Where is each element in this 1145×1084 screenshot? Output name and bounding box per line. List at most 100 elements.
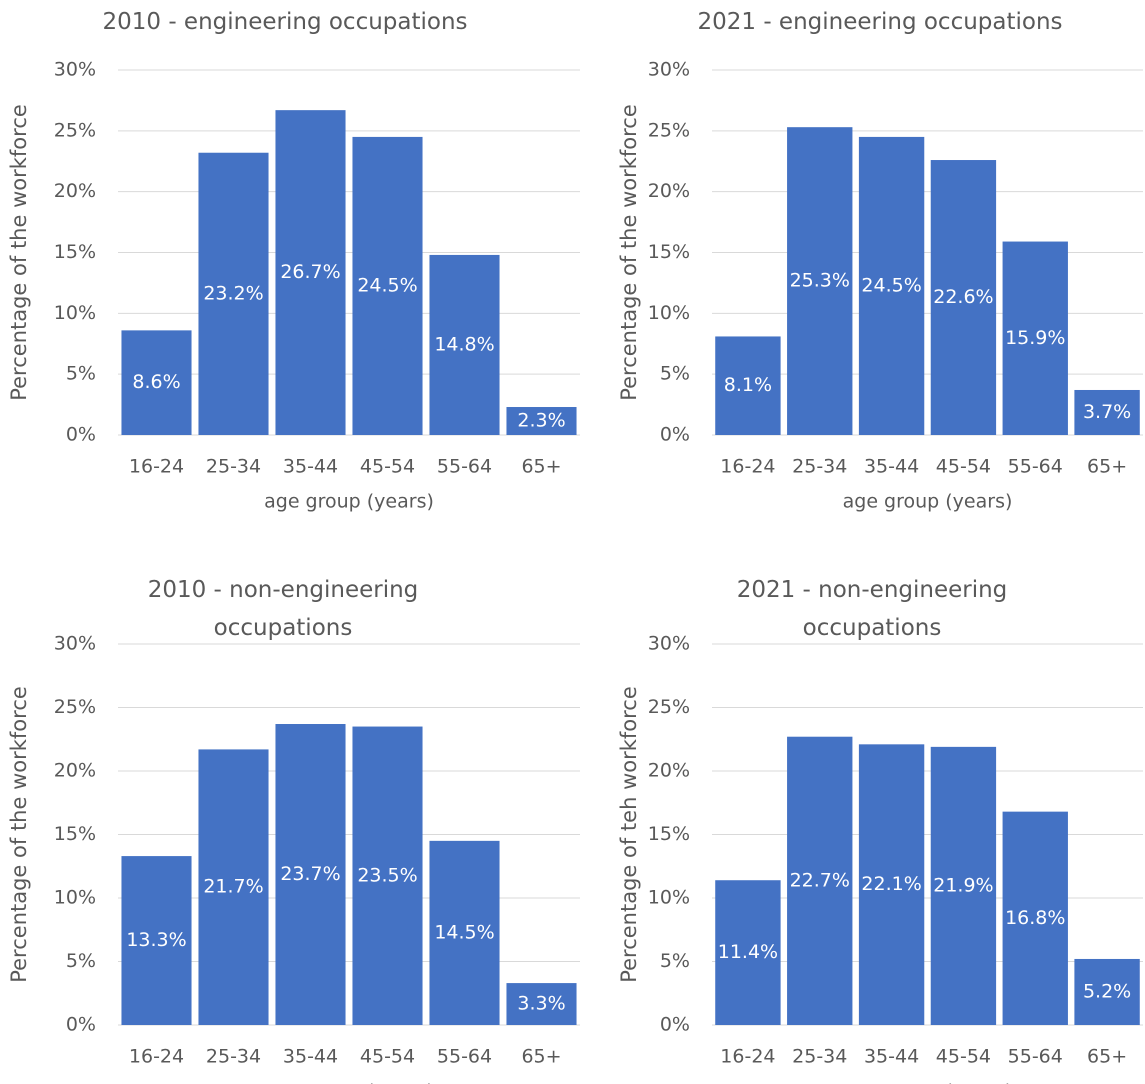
x-tick-label: 35-44 bbox=[283, 1046, 338, 1068]
bar bbox=[506, 983, 577, 1025]
chart-title: 2021 - non-engineering occupations bbox=[736, 577, 1008, 641]
y-tick-label: 10% bbox=[54, 887, 96, 909]
bar bbox=[429, 840, 500, 1025]
x-tick-label: 45-54 bbox=[360, 456, 415, 478]
bar bbox=[1074, 389, 1140, 435]
y-axis-title: Percentage of the workforce bbox=[617, 104, 641, 401]
x-axis-title: age group (years) bbox=[843, 491, 1013, 513]
y-axis-title: Percentage of the workforce bbox=[7, 686, 31, 983]
x-tick-label: 55-64 bbox=[437, 1046, 492, 1068]
y-tick-label: 25% bbox=[648, 696, 690, 718]
data-label: 26.7% bbox=[280, 261, 340, 283]
x-tick-label: 25-34 bbox=[206, 1046, 261, 1068]
bar bbox=[429, 254, 500, 435]
data-label: 15.9% bbox=[1005, 327, 1065, 349]
data-label: 22.1% bbox=[861, 873, 921, 895]
data-label: 25.3% bbox=[790, 270, 850, 292]
y-tick-label: 20% bbox=[648, 180, 690, 202]
y-tick-label: 20% bbox=[54, 180, 96, 202]
data-label: 2.3% bbox=[517, 410, 565, 432]
x-tick-label: 65+ bbox=[1087, 456, 1127, 478]
x-tick-label: 35-44 bbox=[864, 456, 919, 478]
bar bbox=[198, 749, 269, 1025]
x-axis-title: age group (years) bbox=[264, 1081, 434, 1084]
y-tick-label: 5% bbox=[66, 363, 96, 385]
y-tick-label: 30% bbox=[54, 633, 96, 655]
y-tick-label: 10% bbox=[54, 302, 96, 324]
bar bbox=[715, 880, 781, 1025]
x-tick-label: 55-64 bbox=[437, 456, 492, 478]
y-tick-label: 25% bbox=[54, 119, 96, 141]
x-tick-label: 65+ bbox=[1087, 1046, 1127, 1068]
y-tick-label: 15% bbox=[54, 241, 96, 263]
bar bbox=[858, 744, 925, 1025]
x-tick-label: 16-24 bbox=[129, 1046, 184, 1068]
bar bbox=[352, 726, 423, 1025]
bar bbox=[121, 856, 192, 1025]
data-label: 13.3% bbox=[126, 929, 186, 951]
data-label: 16.8% bbox=[1005, 907, 1065, 929]
x-tick-label: 35-44 bbox=[283, 456, 338, 478]
x-axis-title: age group (years) bbox=[264, 491, 434, 513]
x-tick-label: 55-64 bbox=[1008, 1046, 1063, 1068]
y-axis-title: Percentage of the workforce bbox=[7, 104, 31, 401]
x-tick-label: 25-34 bbox=[792, 456, 847, 478]
y-axis-title: Percentage of teh workforce bbox=[617, 686, 641, 983]
y-tick-label: 30% bbox=[54, 59, 96, 81]
bar bbox=[787, 127, 853, 435]
bar bbox=[715, 336, 781, 435]
y-tick-label: 5% bbox=[66, 950, 96, 972]
data-label: 3.3% bbox=[517, 993, 565, 1015]
data-label: 14.8% bbox=[434, 333, 494, 355]
y-tick-label: 30% bbox=[648, 59, 690, 81]
y-tick-label: 5% bbox=[660, 363, 690, 385]
y-tick-label: 25% bbox=[54, 696, 96, 718]
x-tick-label: 16-24 bbox=[720, 456, 775, 478]
bar bbox=[1074, 958, 1140, 1025]
bar bbox=[352, 136, 423, 435]
x-tick-label: 65+ bbox=[521, 1046, 561, 1068]
x-tick-label: 55-64 bbox=[1008, 456, 1063, 478]
y-tick-label: 15% bbox=[648, 823, 690, 845]
data-label: 8.1% bbox=[724, 374, 772, 396]
y-tick-label: 0% bbox=[66, 1014, 96, 1036]
y-tick-label: 10% bbox=[648, 302, 690, 324]
data-label: 5.2% bbox=[1083, 980, 1131, 1002]
y-tick-label: 15% bbox=[648, 241, 690, 263]
data-label: 3.7% bbox=[1083, 401, 1131, 423]
data-label: 21.9% bbox=[933, 874, 993, 896]
x-tick-label: 16-24 bbox=[129, 456, 184, 478]
data-label: 24.5% bbox=[861, 274, 921, 296]
bar bbox=[275, 724, 346, 1025]
bar bbox=[1002, 241, 1068, 435]
y-tick-label: 25% bbox=[648, 119, 690, 141]
y-tick-label: 20% bbox=[648, 760, 690, 782]
bar bbox=[275, 110, 346, 436]
y-tick-label: 20% bbox=[54, 760, 96, 782]
x-tick-label: 45-54 bbox=[936, 1046, 991, 1068]
x-tick-label: 16-24 bbox=[720, 1046, 775, 1068]
y-tick-label: 30% bbox=[648, 633, 690, 655]
data-label: 11.4% bbox=[718, 941, 778, 963]
data-label: 23.5% bbox=[357, 864, 417, 886]
bar bbox=[198, 152, 269, 435]
chart-title: 2021 - engineering occupations bbox=[697, 9, 1063, 35]
y-tick-label: 15% bbox=[54, 823, 96, 845]
x-tick-label: 35-44 bbox=[864, 1046, 919, 1068]
data-label: 21.7% bbox=[203, 876, 263, 898]
x-tick-label: 25-34 bbox=[206, 456, 261, 478]
bar bbox=[858, 136, 925, 435]
x-tick-label: 65+ bbox=[521, 456, 561, 478]
data-label: 22.6% bbox=[933, 286, 993, 308]
x-tick-label: 45-54 bbox=[936, 456, 991, 478]
bar bbox=[121, 330, 192, 435]
y-tick-label: 10% bbox=[648, 887, 690, 909]
bar bbox=[787, 736, 853, 1025]
y-tick-label: 0% bbox=[660, 1014, 690, 1036]
x-tick-label: 25-34 bbox=[792, 1046, 847, 1068]
bar bbox=[930, 746, 997, 1025]
bar bbox=[506, 407, 577, 435]
data-label: 23.2% bbox=[203, 282, 263, 304]
data-label: 22.7% bbox=[790, 869, 850, 891]
